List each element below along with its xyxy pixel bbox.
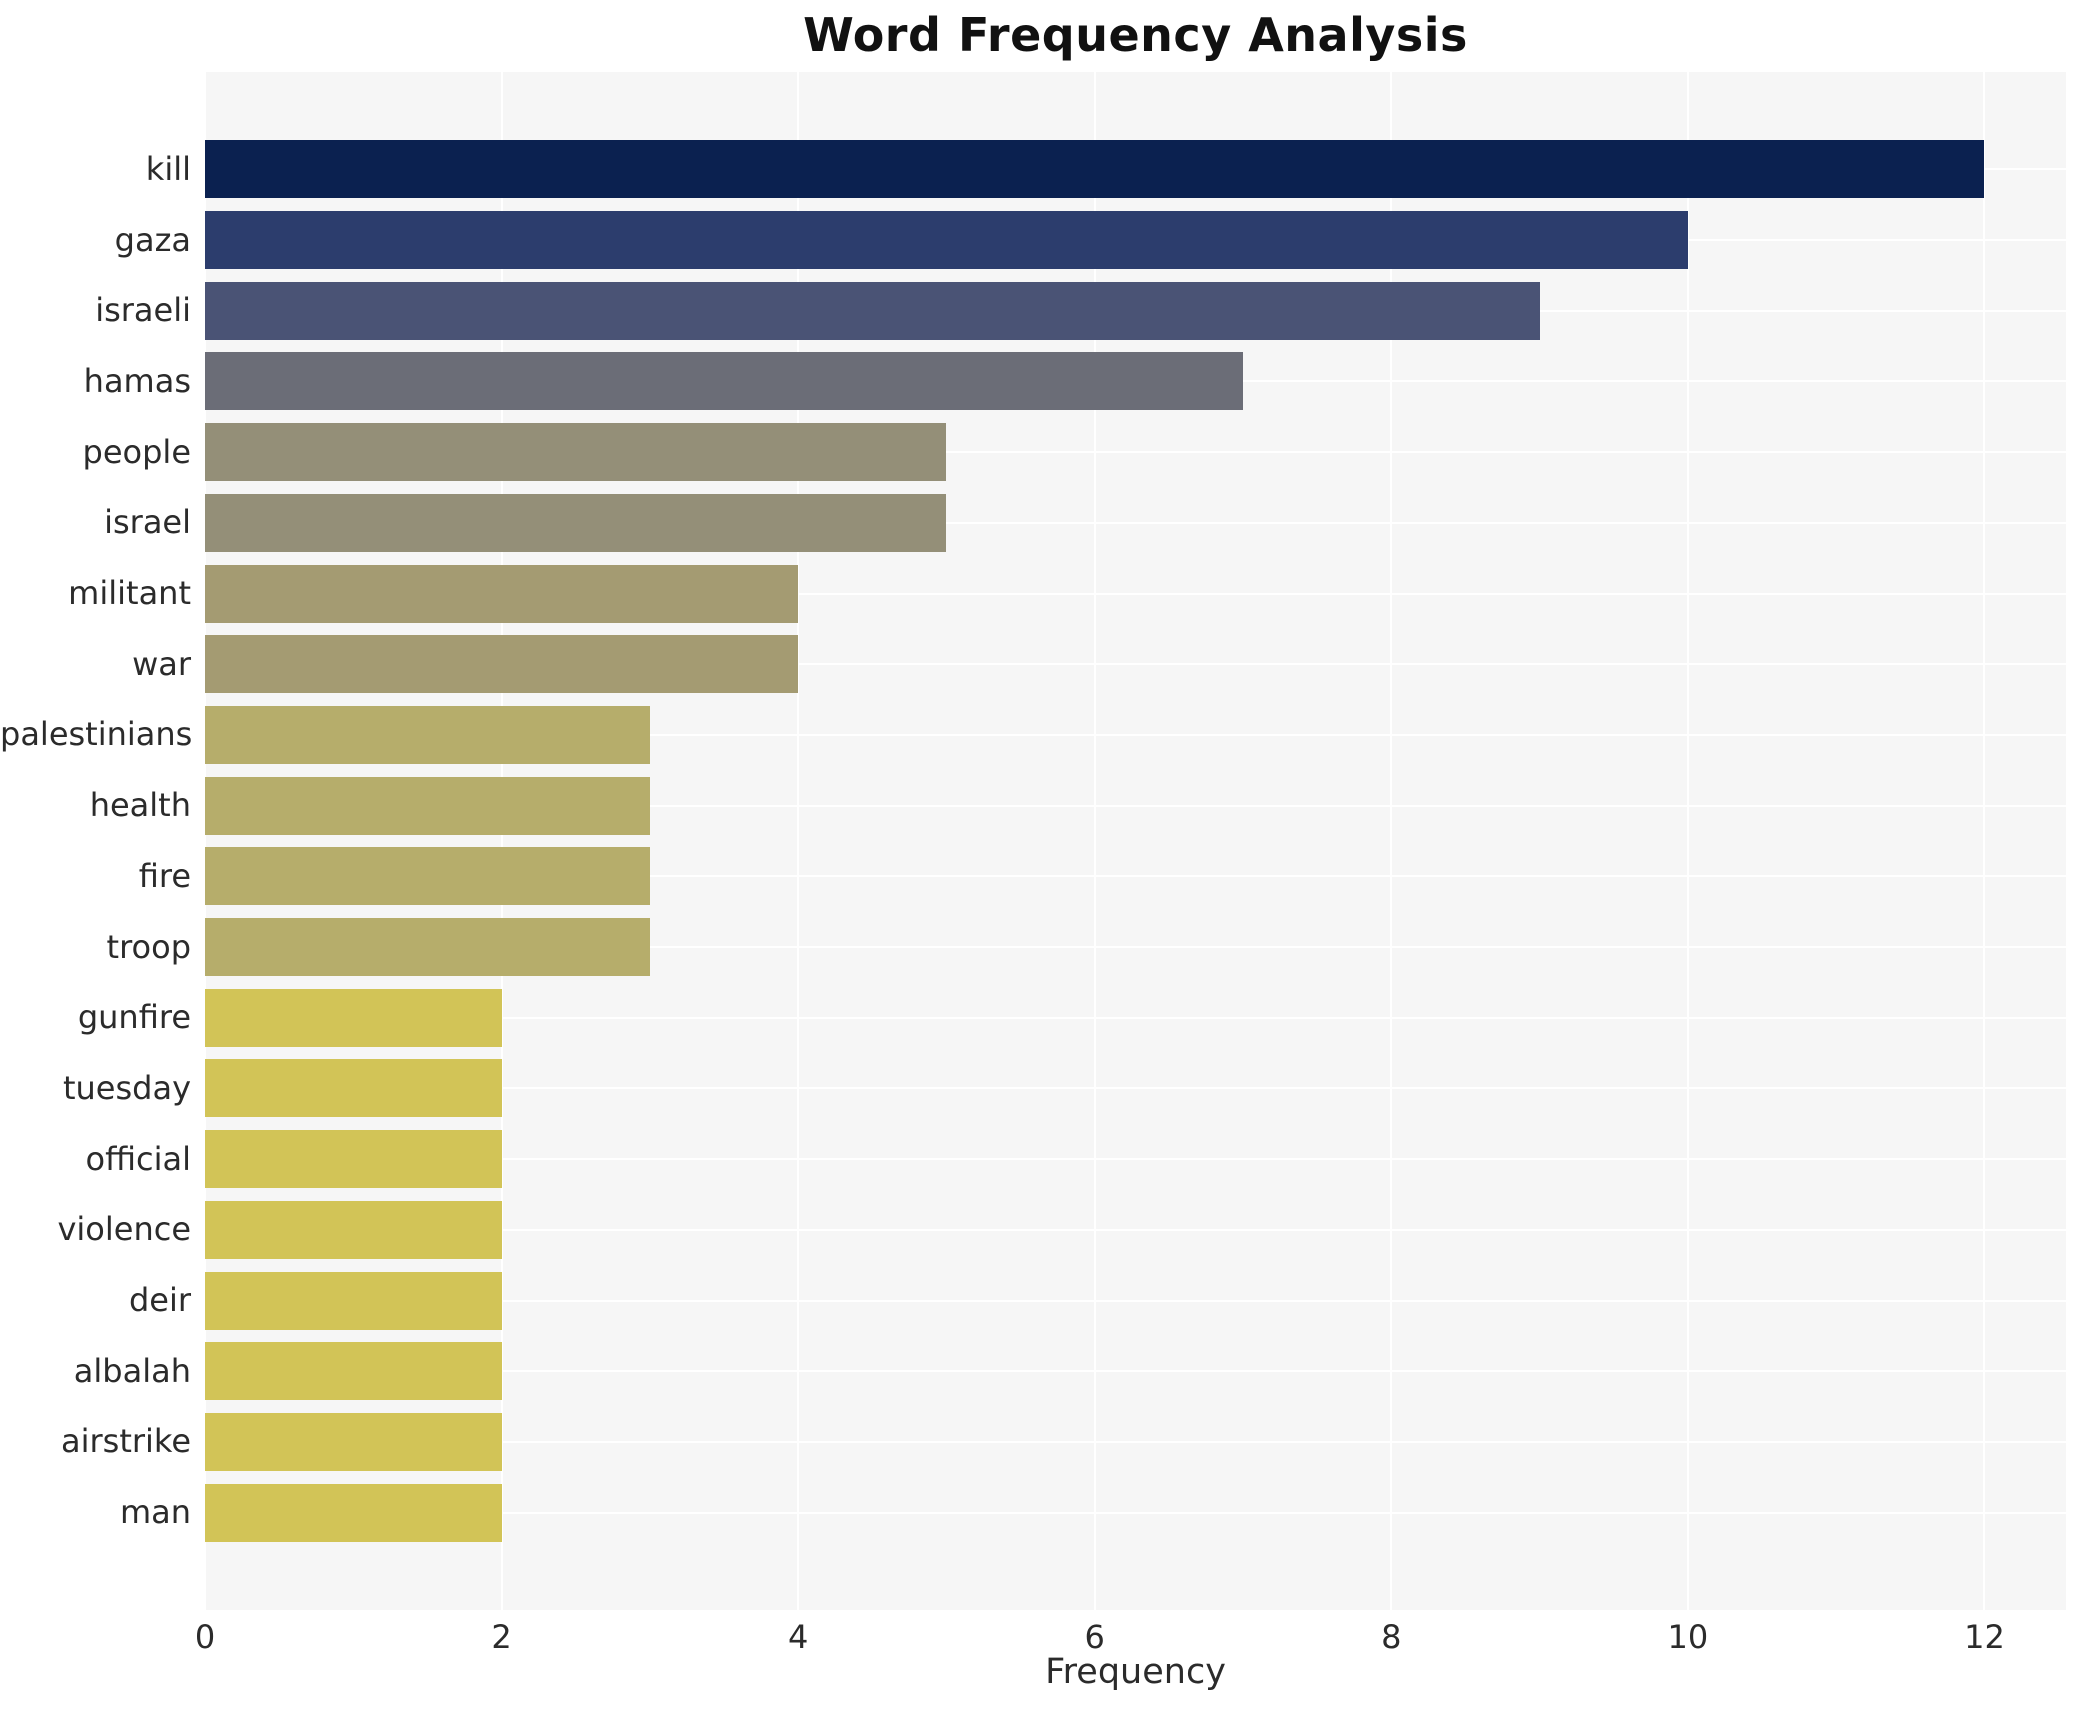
y-gridline-war (205, 663, 2066, 666)
bar-gaza (205, 211, 1688, 270)
y-gridline-militant (205, 592, 2066, 595)
y-tick-label-official: official (85, 1139, 192, 1178)
y-tick-label-israel: israel (104, 503, 191, 542)
bar-airstrike (205, 1412, 502, 1471)
x-tick-label-12: 12 (1964, 1618, 2005, 1656)
x-tick-label-4: 4 (787, 1618, 809, 1656)
plot-area (204, 72, 2066, 1610)
y-tick-label-militant: militant (68, 574, 191, 613)
bar-israel (205, 493, 947, 552)
x-gridline-12 (1983, 72, 1986, 1610)
bar-israeli (205, 281, 1540, 340)
y-tick-label-man: man (119, 1493, 191, 1532)
y-gridline-deir (205, 1299, 2066, 1302)
y-gridline-palestinians (205, 733, 2066, 736)
bar-war (205, 635, 799, 694)
x-gridline-10 (1686, 72, 1689, 1610)
y-gridline-airstrike (205, 1440, 2066, 1443)
y-tick-label-war: war (132, 644, 191, 683)
bar-deir (205, 1271, 502, 1330)
y-gridline-people (205, 451, 2066, 454)
chart-title: Word Frequency Analysis (803, 8, 1468, 62)
y-tick-label-troop: troop (106, 927, 191, 966)
y-gridline-troop (205, 946, 2066, 949)
y-tick-label-fire: fire (138, 856, 191, 895)
bar-violence (205, 1200, 502, 1259)
y-gridline-fire (205, 875, 2066, 878)
y-gridline-albalah (205, 1370, 2066, 1373)
y-tick-label-deir: deir (128, 1281, 191, 1320)
y-gridline-gunfire (205, 1016, 2066, 1019)
bar-hamas (205, 352, 1243, 411)
y-tick-label-health: health (89, 786, 191, 825)
bar-militant (205, 564, 799, 623)
y-tick-label-palestinians: palestinians (0, 715, 193, 754)
x-tick-label-6: 6 (1084, 1618, 1105, 1656)
y-gridline-health (205, 804, 2066, 807)
x-gridline-6 (1093, 72, 1096, 1610)
y-tick-label-kill: kill (145, 149, 191, 188)
y-tick-label-people: people (82, 432, 191, 471)
bar-tuesday (205, 1059, 502, 1118)
x-tick-label-10: 10 (1667, 1618, 1709, 1656)
y-tick-label-airstrike: airstrike (61, 1422, 191, 1461)
x-tick-label-8: 8 (1381, 1618, 1402, 1656)
y-gridline-man (205, 1511, 2066, 1514)
y-tick-label-tuesday: tuesday (62, 1068, 191, 1107)
x-tick-label-0: 0 (194, 1618, 216, 1656)
y-gridline-tuesday (205, 1087, 2066, 1090)
bar-man (205, 1483, 502, 1542)
bar-gunfire (205, 988, 502, 1047)
bar-fire (205, 847, 650, 906)
bar-people (205, 423, 947, 482)
x-gridline-2 (500, 72, 503, 1610)
y-tick-label-hamas: hamas (83, 361, 191, 400)
bar-health (205, 776, 650, 835)
x-axis-title: Frequency (1045, 1652, 1226, 1692)
y-tick-label-israeli: israeli (95, 291, 191, 330)
y-tick-label-albalah: albalah (73, 1351, 191, 1390)
x-gridline-4 (797, 72, 800, 1610)
y-gridline-violence (205, 1228, 2066, 1231)
x-gridline-0 (204, 72, 206, 1610)
y-tick-label-violence: violence (57, 1210, 191, 1249)
x-tick-label-2: 2 (491, 1618, 512, 1656)
bar-kill (205, 140, 1985, 199)
bar-palestinians (205, 705, 650, 764)
y-gridline-israel (205, 521, 2066, 524)
bar-official (205, 1130, 502, 1189)
bar-troop (205, 918, 650, 977)
y-tick-label-gunfire: gunfire (77, 998, 191, 1037)
y-gridline-official (205, 1158, 2066, 1161)
y-tick-label-gaza: gaza (114, 220, 191, 259)
x-gridline-8 (1390, 72, 1393, 1610)
bar-albalah (205, 1342, 502, 1401)
